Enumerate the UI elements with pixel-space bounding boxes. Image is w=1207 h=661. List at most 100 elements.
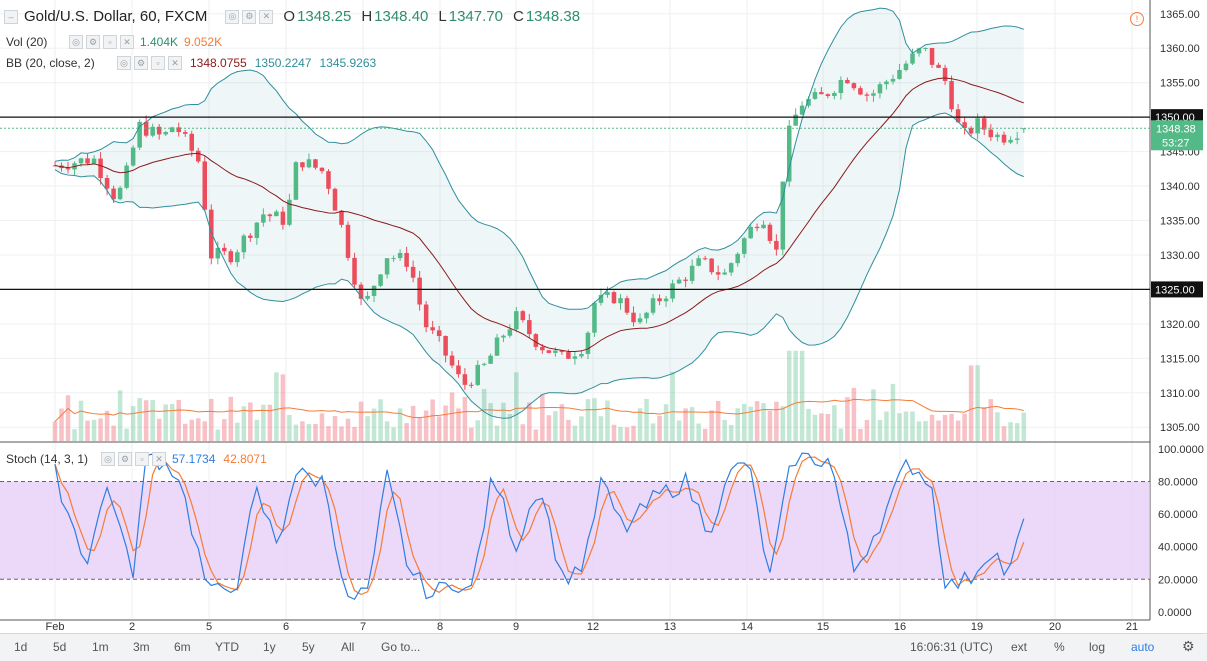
- vol-close-icon[interactable]: ✕: [120, 35, 134, 49]
- bb-more-icon[interactable]: ▫: [151, 56, 165, 70]
- vol-more-icon[interactable]: ▫: [103, 35, 117, 49]
- vol-eye-icon[interactable]: ◎: [69, 35, 83, 49]
- stoch-name: Stoch (14, 3, 1): [6, 452, 89, 466]
- volume-bar: [949, 413, 954, 441]
- settings-icon[interactable]: ⚙: [242, 9, 257, 24]
- candle-body: [793, 114, 798, 126]
- candle-body: [812, 92, 818, 99]
- candle-body: [215, 247, 221, 259]
- volume-bar: [871, 389, 876, 441]
- price-tick-label: 1330.00: [1160, 250, 1200, 262]
- volume-bar: [352, 426, 357, 441]
- volume-bar: [254, 419, 260, 441]
- candle-body: [553, 350, 558, 353]
- bb-upper-line: [54, 7, 1024, 310]
- candle-body: [903, 63, 909, 70]
- volume-bar: [527, 402, 532, 441]
- volume-bar: [748, 406, 753, 441]
- candle-body: [339, 210, 344, 225]
- volume-bar: [169, 403, 175, 441]
- last-price-label: 1348.38: [1156, 123, 1196, 135]
- range-ytd[interactable]: YTD: [215, 640, 239, 654]
- candle-body: [352, 257, 357, 285]
- candle-body: [650, 298, 656, 313]
- price-tick-label: 1360.00: [1160, 43, 1200, 55]
- ohlc-close-label: C: [512, 8, 524, 25]
- range-3m[interactable]: 3m: [133, 640, 150, 654]
- volume-bar: [111, 425, 116, 441]
- candle-body: [65, 168, 71, 170]
- candle-body: [501, 335, 506, 338]
- vol-settings-icon[interactable]: ⚙: [86, 35, 100, 49]
- range-5d[interactable]: 5d: [53, 640, 67, 654]
- volume-bar: [650, 423, 656, 441]
- volume-bar: [786, 350, 792, 441]
- candle-body: [774, 240, 779, 250]
- volume-bar: [728, 424, 734, 441]
- stoch-d-value: 42.8071: [223, 452, 267, 466]
- bb-settings-icon[interactable]: ⚙: [134, 56, 148, 70]
- bb-eye-icon[interactable]: ◎: [117, 56, 131, 70]
- candle-body: [443, 335, 448, 356]
- range-all[interactable]: All: [341, 640, 355, 654]
- vol-name: Vol (20): [6, 35, 48, 49]
- candle-body: [572, 356, 578, 359]
- candle-body: [806, 98, 811, 106]
- volume-bar: [339, 426, 344, 441]
- volume-bar: [1001, 426, 1007, 441]
- eye-icon[interactable]: ◎: [225, 9, 240, 24]
- volume-bar: [793, 350, 798, 441]
- alert-icon[interactable]: !: [1130, 12, 1144, 26]
- stoch-more-icon[interactable]: ▫: [135, 452, 149, 466]
- log-toggle[interactable]: log: [1089, 640, 1106, 654]
- candle-body: [475, 364, 481, 385]
- candle-body: [462, 374, 468, 385]
- stoch-close-icon[interactable]: ✕: [152, 452, 166, 466]
- volume-bar: [864, 419, 870, 441]
- range-1m[interactable]: 1m: [92, 640, 109, 654]
- bb-close-icon[interactable]: ✕: [168, 56, 182, 70]
- volume-bar: [494, 425, 500, 441]
- stoch-eye-icon[interactable]: ◎: [101, 452, 115, 466]
- volume-bar: [371, 408, 377, 441]
- candle-body: [1008, 139, 1013, 143]
- range-1y[interactable]: 1y: [263, 640, 276, 654]
- price-tick-label: 1305.00: [1160, 422, 1200, 434]
- candle-body: [618, 298, 623, 304]
- range-6m[interactable]: 6m: [174, 640, 191, 654]
- volume-bar: [540, 394, 545, 441]
- candle-body: [767, 224, 773, 241]
- candle-body: [981, 118, 987, 130]
- candle-body: [559, 350, 565, 353]
- volume-bar: [456, 408, 461, 441]
- auto-toggle[interactable]: auto: [1131, 640, 1155, 654]
- close-icon[interactable]: ✕: [259, 9, 274, 24]
- gear-icon[interactable]: ⚙: [1182, 638, 1195, 654]
- range-1d[interactable]: 1d: [14, 640, 28, 654]
- price-tick-label: 1340.00: [1160, 181, 1200, 193]
- volume-bar: [566, 419, 571, 441]
- stoch-settings-icon[interactable]: ⚙: [118, 452, 132, 466]
- candle-body: [176, 127, 181, 133]
- range-5y[interactable]: 5y: [302, 640, 315, 654]
- stoch-tick-label: 20.0000: [1158, 574, 1198, 586]
- candle-body: [287, 199, 292, 225]
- ext-toggle[interactable]: ext: [1011, 640, 1028, 654]
- stoch-tick-label: 60.0000: [1158, 509, 1198, 521]
- volume-bar: [644, 398, 649, 441]
- volume-bar: [143, 400, 149, 441]
- percent-toggle[interactable]: %: [1054, 640, 1065, 654]
- volume-bar: [150, 399, 155, 441]
- volume-bar: [676, 420, 682, 441]
- volume-bar: [916, 421, 922, 441]
- goto-button[interactable]: Go to...: [381, 640, 421, 654]
- candle-body: [326, 171, 331, 189]
- candle-body: [378, 274, 383, 286]
- candle-body: [319, 167, 325, 172]
- candle-body: [280, 211, 286, 225]
- volume-bar: [559, 404, 565, 441]
- volume-bar: [722, 419, 727, 441]
- candle-body: [864, 94, 870, 96]
- collapse-icon[interactable]: –: [4, 9, 18, 24]
